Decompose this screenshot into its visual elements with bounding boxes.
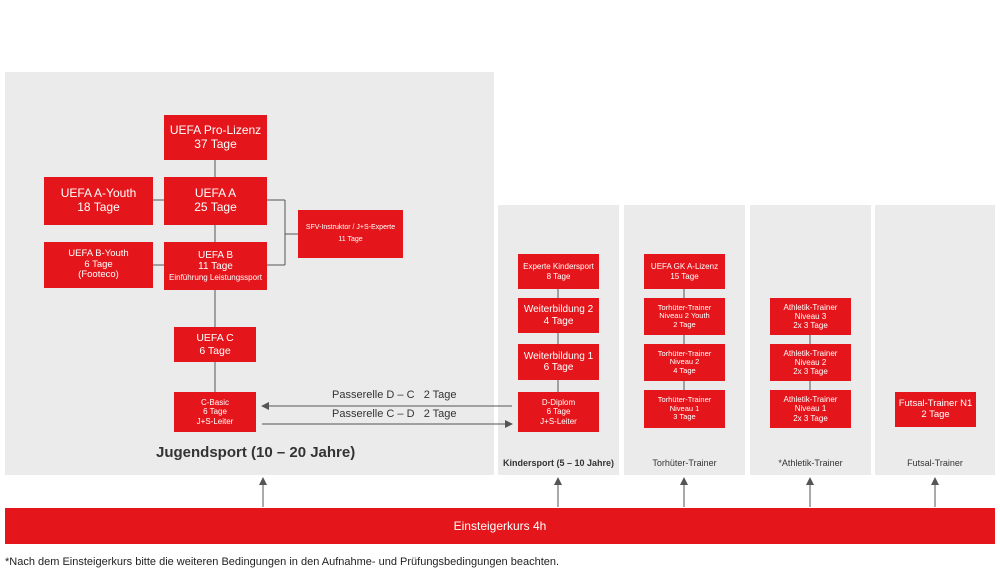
box-line-1: UEFA A [194, 186, 237, 201]
einsteigerkurs-bar: Einsteigerkurs 4h [5, 508, 995, 544]
box-line-1: C-Basic [200, 398, 229, 408]
box-line-2: Niveau 1 [794, 404, 827, 414]
box-line-1: UEFA C [196, 332, 234, 345]
section-label-athletik: *Athletik-Trainer [778, 458, 843, 468]
box-line-2: Niveau 3 [794, 311, 827, 321]
box-line-2: 25 Tage [194, 200, 237, 214]
box-line-1: Torhüter-Trainer [657, 348, 712, 358]
box-line-1: Torhüter-Trainer [657, 302, 712, 312]
box-weiterbildung-2: Weiterbildung 2 4 Tage [518, 298, 599, 333]
box-line-2: Niveau 2 [794, 357, 827, 367]
box-uefa-pro-lizenz: UEFA Pro-Lizenz 37 Tage [164, 115, 267, 160]
footnote: *Nach dem Einsteigerkurs bitte die weite… [5, 556, 560, 568]
box-line-2: 37 Tage [194, 136, 237, 151]
box-line-1: Weiterbildung 1 [523, 350, 594, 362]
box-line-2: 11 Tage [198, 261, 233, 273]
box-line-2: 11 Tage [338, 235, 363, 243]
box-line-3: 4 Tage [673, 365, 696, 375]
box-line-1: Athletik-Trainer [783, 348, 838, 358]
box-line-2: 2 Tage [921, 408, 950, 420]
box-experte-kindersport: Experte Kindersport 8 Tage [518, 254, 599, 289]
passerelle-cd-label: Passerelle C – D 2 Tage [332, 408, 457, 420]
box-line-2: Niveau 2 Youth [659, 311, 710, 321]
box-line-2: 8 Tage [546, 271, 571, 281]
box-line-1: Futsal-Trainer N1 [898, 397, 973, 409]
box-uefa-c: UEFA C 6 Tage [174, 327, 256, 362]
panel-futsal [875, 205, 995, 475]
box-line-1: UEFA Pro-Lizenz [169, 122, 262, 137]
box-line-2: 6 Tage [543, 362, 574, 373]
box-uefa-gk-a-lizenz: UEFA GK A-Lizenz 15 Tage [644, 254, 725, 289]
box-line-2: 6 Tage [203, 407, 227, 417]
box-line-3: 2x 3 Tage [793, 413, 828, 423]
box-line-1: Athletik-Trainer [783, 302, 838, 312]
box-line-2: 6 Tage [546, 407, 571, 417]
passerelle-dc-label: Passerelle D – C 2 Tage [332, 389, 457, 401]
box-line-1: Athletik-Trainer [783, 395, 838, 405]
box-d-diplom: D-Diplom 6 Tage J+S-Leiter [518, 392, 599, 432]
box-line-2: 6 Tage [84, 258, 113, 270]
box-line-1: UEFA B [197, 249, 233, 261]
box-athletik-n3: Athletik-Trainer Niveau 3 2x 3 Tage [770, 298, 851, 335]
box-uefa-b-youth: UEFA B-Youth 6 Tage (Footeco) [44, 242, 153, 288]
section-label-kindersport: Kindersport (5 – 10 Jahre) [502, 458, 615, 468]
box-line-1: UEFA B-Youth [68, 247, 129, 259]
section-label-futsal: Futsal-Trainer [907, 458, 963, 468]
box-line-3: Einführung Leistungssport [169, 272, 262, 282]
box-line-3: (Footeco) [78, 269, 119, 281]
box-line-1: Experte Kindersport [523, 262, 594, 272]
box-c-basic: C-Basic 6 Tage J+S-Leiter [174, 392, 256, 432]
box-uefa-a: UEFA A 25 Tage [164, 177, 267, 225]
box-athletik-n2: Athletik-Trainer Niveau 2 2x 3 Tage [770, 344, 851, 381]
box-line-3: J+S-Leiter [196, 416, 234, 426]
box-line-1: UEFA A-Youth [60, 186, 137, 201]
box-line-3: 3 Tage [673, 412, 696, 422]
box-line-1: UEFA GK A-Lizenz [650, 262, 719, 272]
box-line-2: Niveau 2 [669, 357, 700, 367]
box-futsal-n1: Futsal-Trainer N1 2 Tage [895, 392, 976, 427]
box-torhueter-n2-youth: Torhüter-Trainer Niveau 2 Youth 2 Tage [644, 298, 725, 335]
box-line-3: 2x 3 Tage [793, 321, 828, 331]
box-uefa-b: UEFA B 11 Tage Einführung Leistungssport [164, 242, 267, 290]
box-line-1: Weiterbildung 2 [523, 304, 594, 315]
box-line-1: Torhüter-Trainer [657, 395, 712, 405]
box-line-3: 2x 3 Tage [793, 367, 828, 377]
box-line-1: SFV-Instruktor / J+S-Experte [305, 224, 396, 232]
box-line-2: Niveau 1 [669, 403, 700, 413]
section-label-torhueter: Torhüter-Trainer [652, 458, 717, 468]
box-line-1: D-Diplom [541, 398, 576, 408]
box-athletik-n1: Athletik-Trainer Niveau 1 2x 3 Tage [770, 390, 851, 428]
box-torhueter-n1: Torhüter-Trainer Niveau 1 3 Tage [644, 390, 725, 428]
box-line-2: 6 Tage [199, 344, 231, 357]
box-line-3: 2 Tage [673, 319, 696, 329]
box-line-2: 4 Tage [543, 315, 574, 327]
section-label-jugendsport: Jugendsport (10 – 20 Jahre) [156, 444, 356, 461]
box-weiterbildung-1: Weiterbildung 1 6 Tage [518, 344, 599, 380]
box-line-3: J+S-Leiter [540, 416, 577, 426]
box-uefa-a-youth: UEFA A-Youth 18 Tage [44, 177, 153, 225]
box-line-2: 15 Tage [670, 271, 699, 281]
box-sfv-instruktor: SFV-Instruktor / J+S-Experte 11 Tage [298, 210, 403, 258]
box-torhueter-n2: Torhüter-Trainer Niveau 2 4 Tage [644, 344, 725, 381]
box-line-2: 18 Tage [77, 200, 120, 214]
